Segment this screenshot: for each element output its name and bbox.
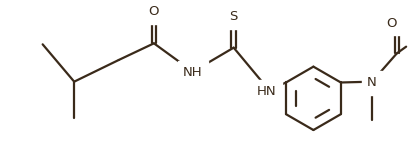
Text: NH: NH [183,66,203,79]
Text: N: N [367,76,377,89]
Text: S: S [229,10,238,23]
Text: HN: HN [257,85,276,98]
Text: O: O [149,5,159,18]
Text: O: O [386,17,397,30]
